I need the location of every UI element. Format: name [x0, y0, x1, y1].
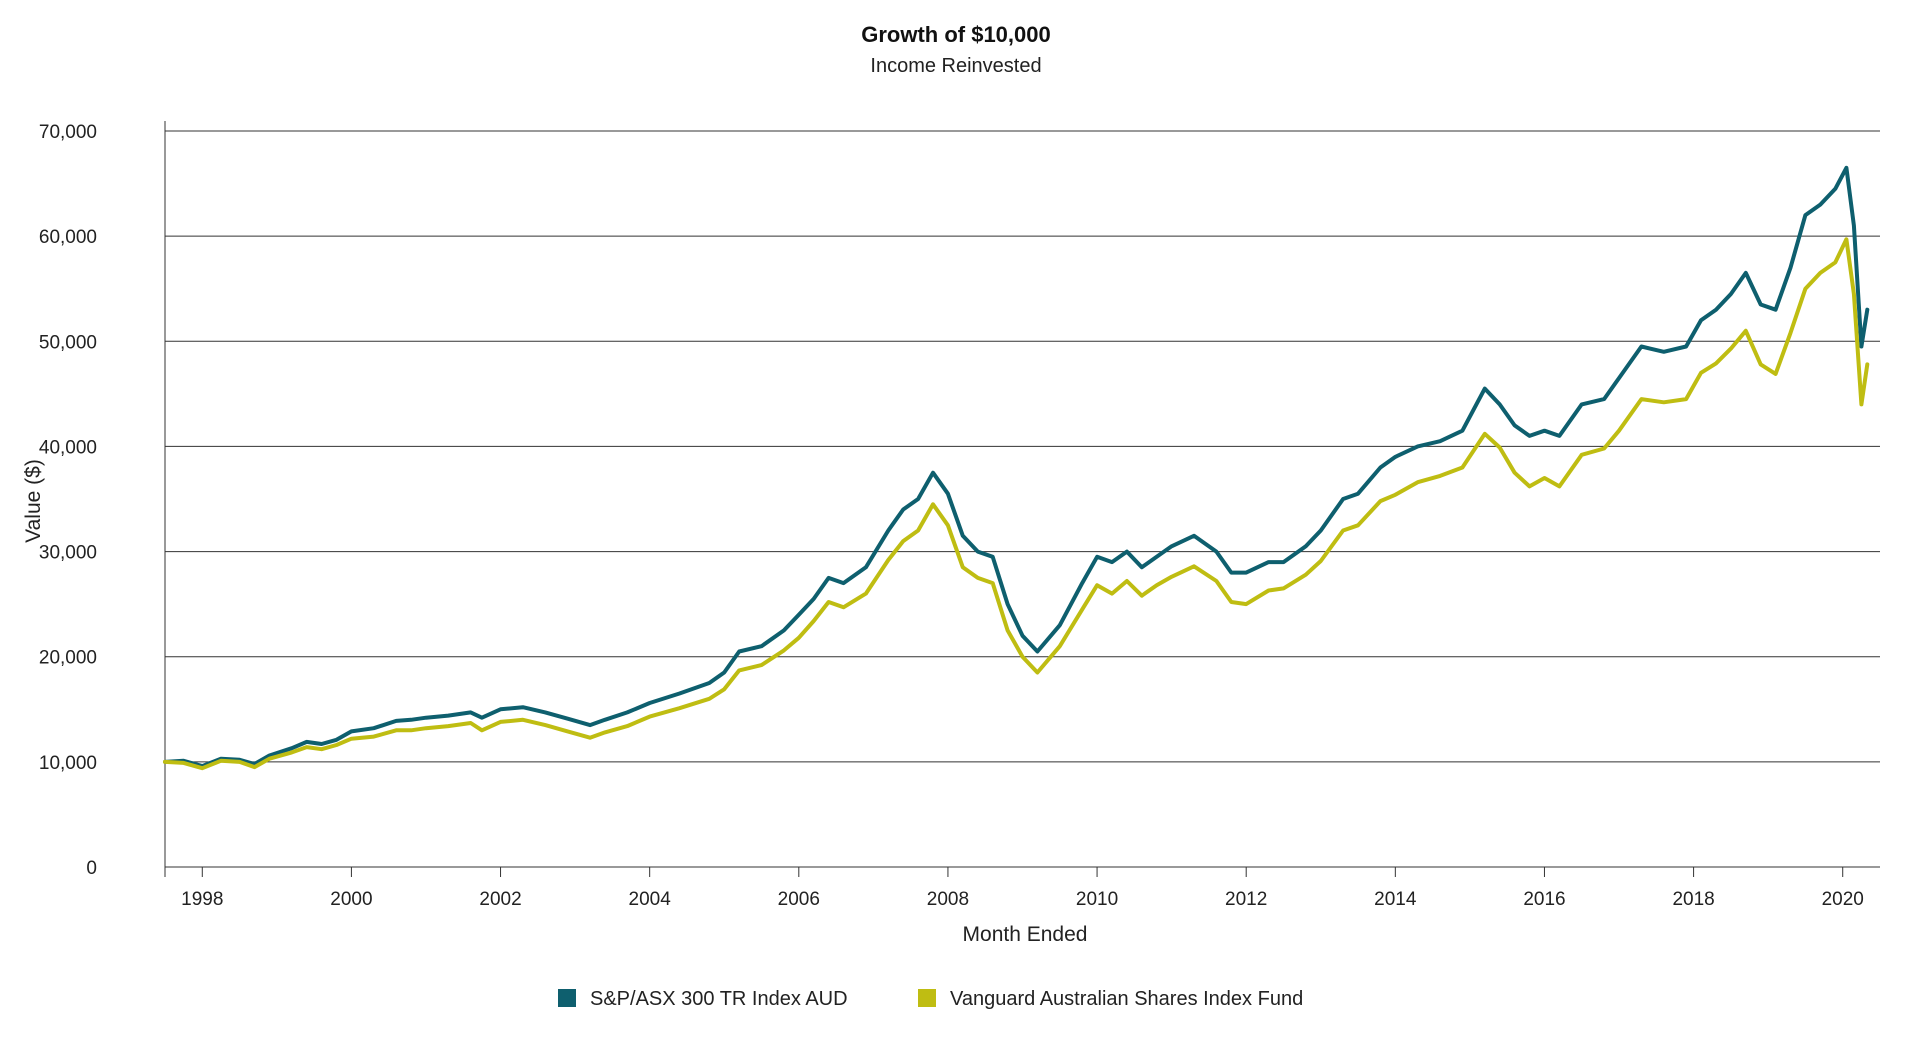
y-tick-label: 20,000: [39, 648, 97, 669]
x-tick-label: 2006: [778, 889, 820, 910]
x-tick-label: 2002: [479, 889, 521, 910]
chart-title: Growth of $10,000: [861, 22, 1051, 47]
x-axis-ticks: 1998 2000 2002 2004 2006 2008 2010 2012 2014 2016…: [164, 121, 1864, 910]
x-tick-label: 2008: [927, 889, 969, 910]
x-tick-label: 2012: [1225, 889, 1267, 910]
legend-swatch-vanguard-fund: [918, 989, 936, 1007]
series-line-vanguard-fund: [163, 237, 1870, 771]
x-tick-label: 2020: [1822, 889, 1864, 910]
gridlines: [165, 130, 1880, 868]
y-tick-label: 60,000: [39, 227, 97, 248]
x-tick-label: 2018: [1672, 889, 1714, 910]
x-tick-label: 1998: [181, 889, 223, 910]
legend-swatch-sp-asx-300: [558, 989, 576, 1007]
y-tick-label: 70,000: [39, 122, 97, 143]
y-axis-label: Value ($): [22, 459, 45, 543]
x-tick-label: 2004: [629, 889, 672, 910]
y-tick-label: 40,000: [39, 437, 97, 458]
x-tick-label: 2016: [1523, 889, 1565, 910]
y-axis-ticks: 0 10,000 20,000 30,000 40,000 50,000 60,000 70,…: [39, 122, 97, 879]
legend-label-vanguard-fund: Vanguard Australian Shares Index Fund: [950, 988, 1303, 1010]
series-line-sp-asx-300: [163, 165, 1870, 769]
legend: S&P/ASX 300 TR Index AUD Vanguard Austra…: [558, 988, 1303, 1010]
y-tick-label: 50,000: [39, 332, 97, 353]
x-tick-label: 2014: [1374, 889, 1417, 910]
series-lines: [163, 165, 1870, 771]
x-tick-label: 2010: [1076, 889, 1118, 910]
y-tick-label: 30,000: [39, 543, 97, 564]
x-axis-label: Month Ended: [963, 923, 1088, 946]
legend-label-sp-asx-300: S&P/ASX 300 TR Index AUD: [590, 988, 848, 1010]
chart-subtitle: Income Reinvested: [870, 55, 1041, 77]
y-tick-label: 0: [86, 858, 97, 879]
y-tick-label: 10,000: [39, 753, 97, 774]
x-tick-label: 2000: [330, 889, 372, 910]
